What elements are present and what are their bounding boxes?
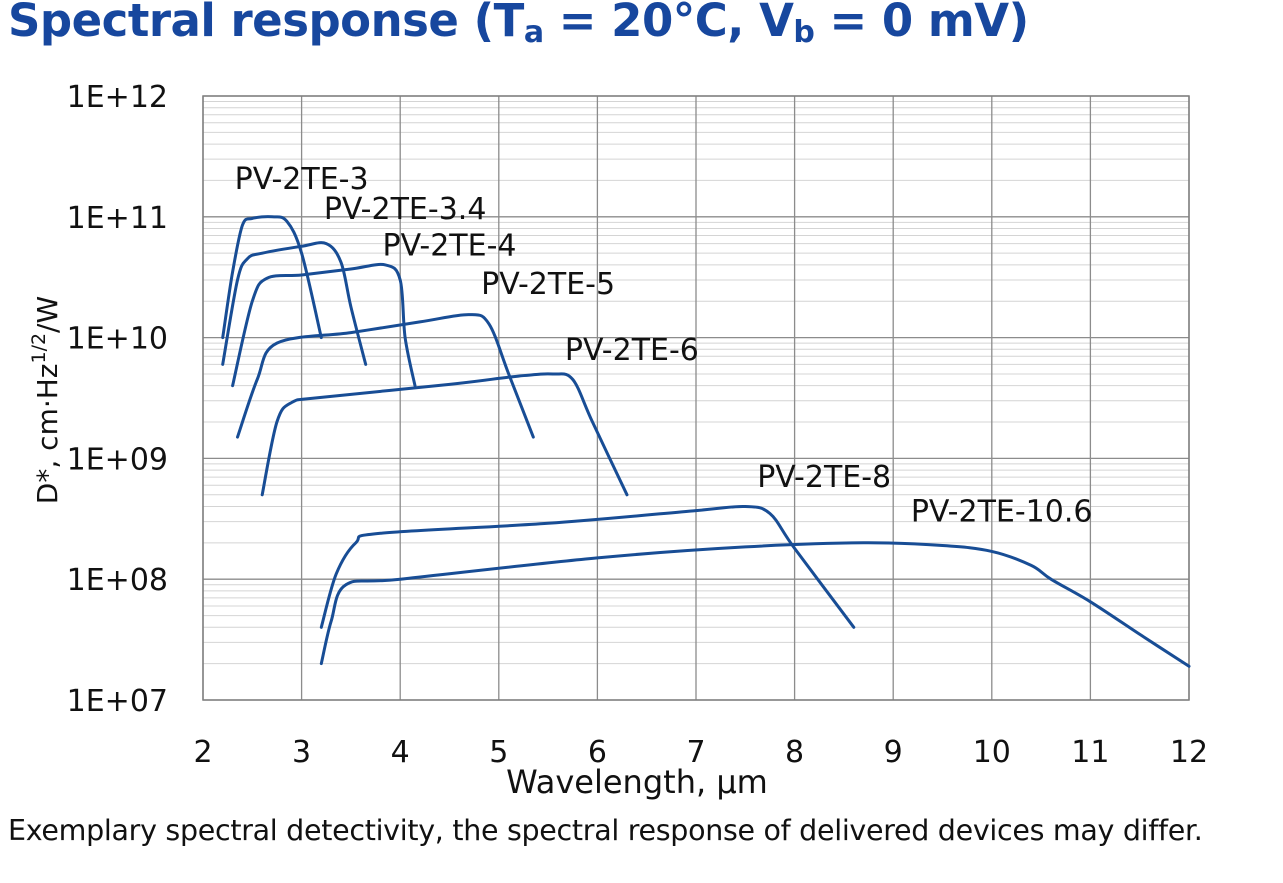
x-tick-label: 3 (292, 735, 311, 770)
y-tick-label: 1E+11 (67, 201, 168, 236)
x-tick-labels: 2 3 4 5 6 7 8 9 10 11 12 (193, 735, 1208, 770)
x-tick-label: 7 (686, 735, 705, 770)
series-label-pv-2te-6: PV-2TE-6 (565, 333, 699, 368)
title-suffix: = 0 mV) (814, 0, 1030, 47)
series-line-pv-2te-4 (231, 262, 417, 388)
x-tick-label: 9 (884, 735, 903, 770)
y-tick-label: 1E+12 (67, 80, 168, 115)
series-line-pv-2te-3-4 (221, 241, 368, 366)
title-mid: = 20°C, V (543, 0, 794, 47)
series-line-pv-2te-3 (221, 215, 323, 340)
title-prefix: Spectral response (T (8, 0, 524, 47)
x-tick-label: 10 (973, 735, 1011, 770)
y-tick-labels: 1E+07 1E+08 1E+09 1E+10 1E+11 1E+12 (67, 80, 168, 719)
title-sub-a: a (523, 15, 544, 50)
series-labels: PV-2TE-3PV-2TE-3.4PV-2TE-4 PV-2TE-5 PV-2TE… (235, 162, 1093, 530)
series-label-pv-2te-10-6: PV-2TE-10.6 (911, 495, 1093, 530)
x-tick-label: 11 (1071, 735, 1109, 770)
series-label-pv-2te-8: PV-2TE-8 (757, 460, 891, 495)
y-axis-label-main: D*, cm·Hz (31, 364, 64, 505)
x-tick-label: 2 (193, 735, 212, 770)
series-label-pv-2te-4: PV-2TE-4 (383, 228, 517, 263)
y-tick-label: 1E+08 (67, 563, 168, 598)
plot-frame (202, 95, 1190, 701)
y-tick-label: 1E+07 (67, 684, 168, 719)
y-axis-label-end: /W (31, 296, 64, 333)
x-tick-label: 5 (489, 735, 508, 770)
x-tick-label: 6 (588, 735, 607, 770)
spectral-response-chart: 1E+07 1E+08 1E+09 1E+10 1E+11 1E+12 2 3 4 5 6 7 8 9 1… (28, 80, 1208, 801)
x-tick-label: 4 (391, 735, 410, 770)
series-label-pv-2te-5: PV-2TE-5 (481, 267, 615, 302)
series-lines (221, 215, 1191, 668)
series-line-pv-2te-10-6 (319, 541, 1191, 668)
series-line-pv-2te-6 (260, 372, 629, 497)
series-line-pv-2te-5 (236, 313, 535, 439)
page-title: Spectral response (Ta = 20°C, Vb = 0 mV) (8, 0, 1030, 50)
disclaimer-caption: Exemplary spectral detectivity, the spec… (8, 814, 1203, 847)
y-axis-label-sup: 1/2 (28, 333, 50, 364)
y-axis-label: D*, cm·Hz1/2/W (28, 296, 64, 504)
x-tick-label: 12 (1170, 735, 1208, 770)
title-sub-b: b (793, 15, 815, 50)
x-axis-label: Wavelength, µm (506, 763, 768, 801)
y-tick-label: 1E+09 (67, 442, 168, 477)
x-tick-label: 8 (785, 735, 804, 770)
series-label-pv-2te-3: PV-2TE-3 (235, 162, 369, 197)
series-line-pv-2te-8 (319, 504, 856, 629)
series-label-pv-2te-3-4: PV-2TE-3.4 (324, 192, 487, 227)
y-tick-label: 1E+10 (67, 322, 168, 357)
